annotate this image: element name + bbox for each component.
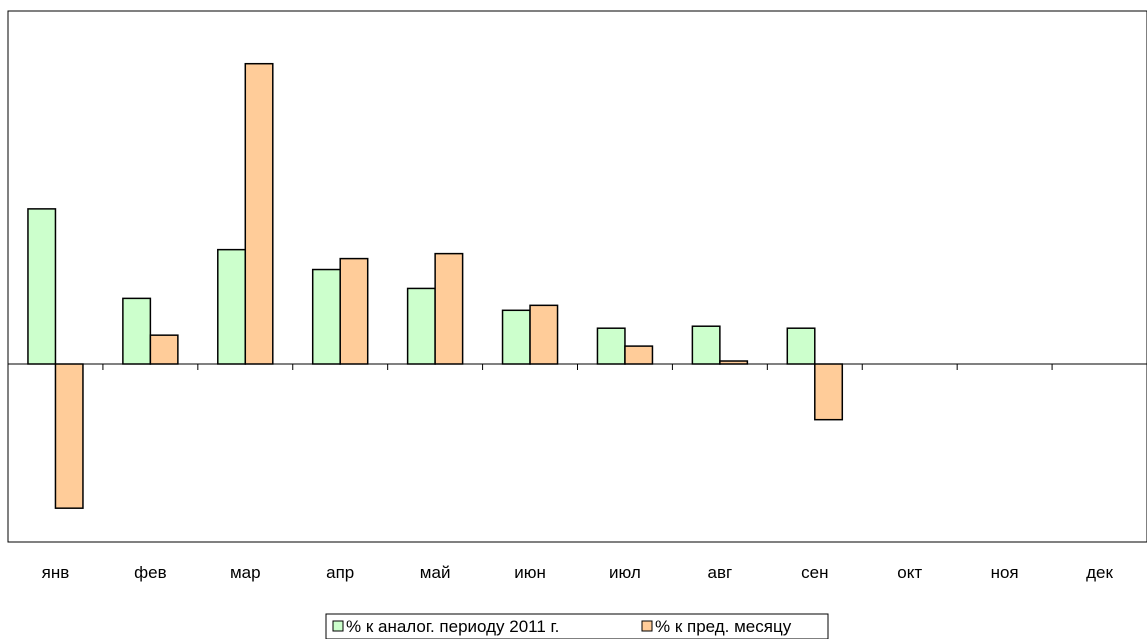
legend-swatch-series-1 (332, 620, 344, 632)
x-tick-label-авг: авг (708, 563, 733, 582)
bar-1-июн (501, 309, 531, 365)
legend-label-series-1: % к аналог. периоду 2011 г. (346, 617, 559, 636)
legend-box (325, 613, 829, 640)
bar-2-янв (54, 363, 84, 509)
bar-2-мар (244, 62, 274, 365)
x-tick-label-июн: июн (514, 563, 546, 582)
x-tick-label-фев: фев (134, 563, 166, 582)
x-tick-label-май: май (420, 563, 451, 582)
legend-label-series-2: % к пред. месяцу (655, 617, 792, 636)
bar-2-июн (529, 304, 559, 365)
bar-2-май (434, 252, 464, 365)
bar-2-апр (339, 257, 369, 365)
legend: % к аналог. периоду 2011 г. % к пред. ме… (325, 613, 829, 640)
bar-1-апр (311, 268, 341, 365)
x-tick-label-июл: июл (609, 563, 641, 582)
x-tick-label-сен: сен (801, 563, 828, 582)
bar-1-сен (786, 327, 816, 365)
bar-1-авг (691, 325, 721, 365)
bar-1-май (406, 287, 436, 365)
bar-2-июл (624, 345, 654, 365)
bar-1-мар (217, 248, 247, 365)
x-tick-label-мар: мар (230, 563, 261, 582)
x-tick-label-ноя: ноя (991, 563, 1019, 582)
bar-2-сен (814, 363, 844, 421)
bar-1-июл (596, 327, 626, 365)
plot-area-frame (7, 10, 1147, 543)
tick-marks (102, 364, 1053, 370)
bars-layer (27, 62, 844, 509)
x-tick-label-янв: янв (42, 563, 70, 582)
x-tick-label-дек: дек (1086, 563, 1113, 582)
x-tick-label-окт: окт (897, 563, 922, 582)
legend-swatch-series-2 (641, 620, 653, 632)
bar-1-фев (122, 297, 152, 365)
bar-2-фев (149, 334, 179, 365)
category-labels: янв фев мар апр май июн июл авг сен окт ноя дек (42, 563, 1114, 582)
bar-1-янв (27, 208, 57, 365)
x-tick-label-апр: апр (326, 563, 354, 582)
